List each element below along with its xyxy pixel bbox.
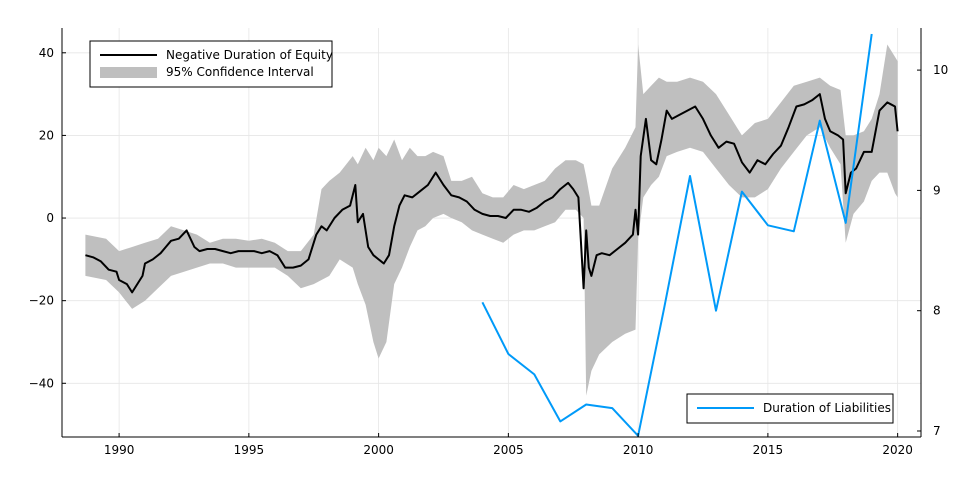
y-tick-label: −40 <box>29 376 54 390</box>
confidence-interval-band <box>85 44 898 396</box>
y2-tick-label: 7 <box>933 424 941 438</box>
y-tick-label: 20 <box>39 128 54 142</box>
equity-duration-line <box>85 93 899 294</box>
tick-labels: 1990 1995 2000 2005 2010 2015 2020 −40 −20 0 20 40 7… <box>29 46 949 457</box>
y2-tick-label: 10 <box>933 63 948 77</box>
y-tick-label: 0 <box>46 211 54 225</box>
y2-tick-label: 8 <box>933 304 941 318</box>
x-tick-label: 1995 <box>234 443 265 457</box>
x-tick-label: 2005 <box>493 443 524 457</box>
y-tick-label: −20 <box>29 294 54 308</box>
legend-label-equity: Negative Duration of Equity <box>166 48 333 62</box>
y-tick-label: 40 <box>39 46 54 60</box>
x-tick-label: 2020 <box>882 443 913 457</box>
legend-top-left: Negative Duration of Equity 95% Confiden… <box>89 40 333 88</box>
legend-swatch-band <box>100 67 157 78</box>
confidence-band-layer <box>85 44 898 396</box>
axis-frame <box>61 28 922 438</box>
legend-label-ci: 95% Confidence Interval <box>166 65 314 79</box>
x-tick-label: 1990 <box>104 443 135 457</box>
x-tick-label: 2000 <box>363 443 394 457</box>
liabilities-duration-line <box>481 33 873 437</box>
legend-bottom-right: Duration of Liabilities <box>686 393 894 424</box>
y2-tick-label: 9 <box>933 183 941 197</box>
legend-box <box>89 40 333 88</box>
x-tick-label: 2010 <box>623 443 654 457</box>
series-line-layer <box>85 33 899 437</box>
legend-label-liabilities: Duration of Liabilities <box>763 401 891 415</box>
x-tick-label: 2015 <box>753 443 784 457</box>
